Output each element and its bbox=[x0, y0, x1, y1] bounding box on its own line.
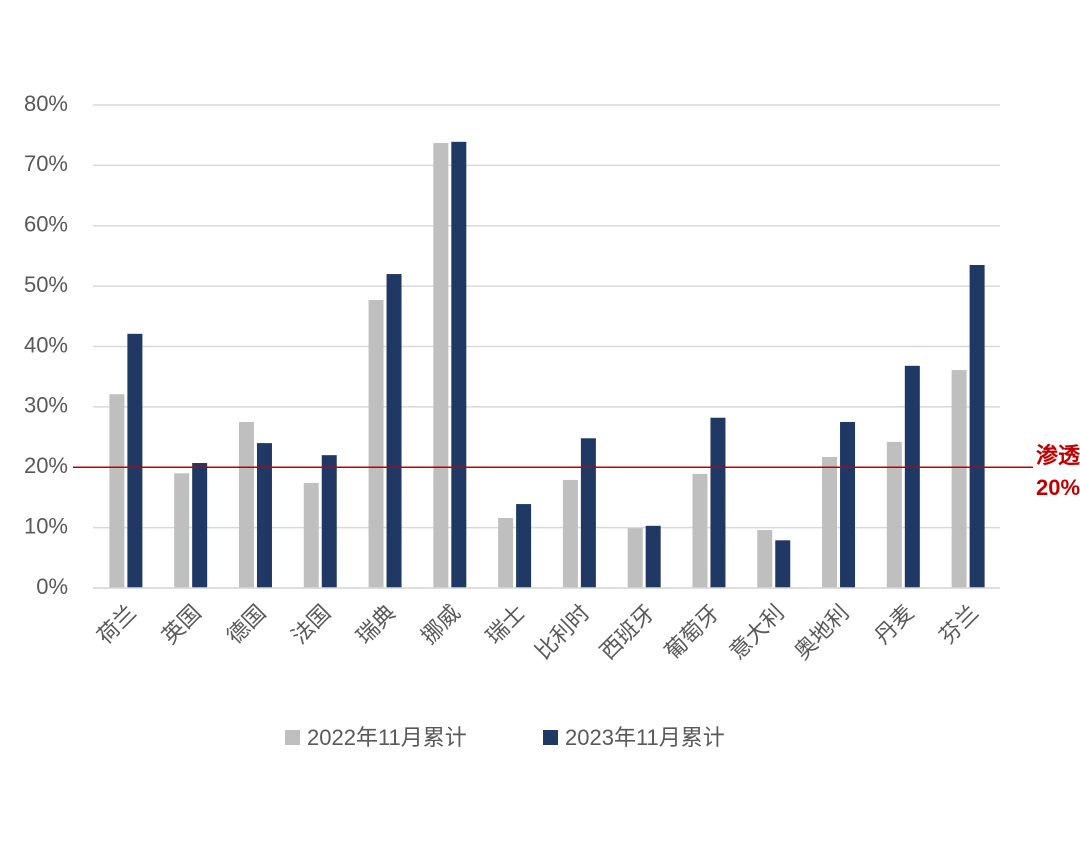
bar bbox=[562, 479, 578, 588]
bar bbox=[951, 370, 967, 588]
bar bbox=[127, 333, 143, 588]
bar bbox=[238, 421, 254, 588]
bar bbox=[192, 463, 208, 588]
bar bbox=[386, 274, 402, 588]
reference-label: 20% bbox=[1036, 475, 1080, 500]
x-tick-label: 荷兰 bbox=[92, 600, 141, 649]
bar bbox=[498, 517, 514, 588]
bar bbox=[433, 143, 449, 588]
x-tick-label: 比利时 bbox=[530, 600, 594, 664]
bar bbox=[627, 528, 643, 588]
bar bbox=[886, 441, 902, 588]
legend-swatch bbox=[543, 730, 558, 745]
x-tick-label: 葡萄牙 bbox=[660, 600, 724, 664]
bar bbox=[109, 394, 125, 588]
legend-label: 2022年11月累计 bbox=[307, 725, 467, 750]
annotation: 渗透 bbox=[1036, 443, 1080, 468]
bar bbox=[692, 473, 708, 588]
x-tick-label: 芬兰 bbox=[934, 600, 983, 649]
x-tick-label: 瑞典 bbox=[351, 600, 400, 649]
bar bbox=[256, 443, 272, 588]
bar bbox=[822, 456, 838, 588]
x-tick-label: 意大利 bbox=[725, 600, 789, 664]
x-tick-label: 奥地利 bbox=[789, 600, 853, 664]
x-tick-label: 法国 bbox=[287, 600, 336, 649]
bar bbox=[757, 530, 773, 588]
bar bbox=[904, 365, 920, 588]
x-tick-label: 丹麦 bbox=[870, 600, 919, 649]
bar bbox=[368, 300, 384, 588]
x-tick-label: 瑞士 bbox=[481, 600, 530, 649]
y-tick-label: 70% bbox=[24, 151, 68, 176]
y-tick-label: 50% bbox=[24, 272, 68, 297]
x-tick-label: 西班牙 bbox=[595, 600, 659, 664]
y-tick-label: 20% bbox=[24, 453, 68, 478]
bar bbox=[645, 525, 661, 588]
bar bbox=[321, 455, 337, 588]
bar bbox=[840, 421, 856, 588]
y-tick-label: 30% bbox=[24, 393, 68, 418]
y-tick-label: 60% bbox=[24, 212, 68, 237]
y-tick-label: 40% bbox=[24, 332, 68, 357]
bar bbox=[969, 264, 985, 588]
x-tick-label: 英国 bbox=[157, 600, 206, 649]
x-tick-label: 德国 bbox=[222, 600, 271, 649]
bar bbox=[710, 417, 726, 588]
legend-swatch bbox=[285, 730, 300, 745]
legend-label: 2023年11月累计 bbox=[565, 725, 725, 750]
y-tick-label: 80% bbox=[24, 91, 68, 116]
bar bbox=[303, 482, 319, 588]
y-tick-label: 10% bbox=[24, 513, 68, 538]
x-tick-label: 挪威 bbox=[416, 600, 465, 649]
bar bbox=[580, 438, 596, 588]
y-tick-label: 0% bbox=[36, 574, 68, 599]
bar bbox=[174, 473, 190, 588]
bar bbox=[451, 141, 467, 589]
bar bbox=[775, 540, 791, 588]
bar bbox=[516, 504, 532, 588]
